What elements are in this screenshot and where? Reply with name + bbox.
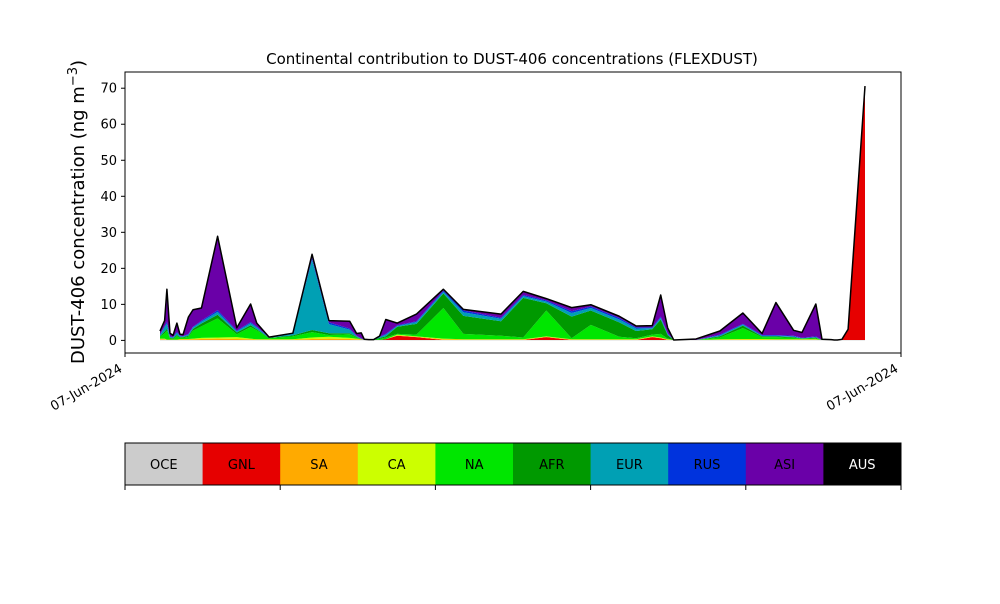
plot-frame	[124, 71, 902, 354]
total-outline	[159, 85, 866, 341]
y-axis-label-main: DUST-406 concentration (ng m	[68, 86, 89, 364]
legend-swatch-rus	[668, 443, 747, 485]
legend-swatch-oce	[125, 443, 204, 485]
legend-frame	[124, 442, 902, 486]
area-asi	[160, 86, 865, 341]
legend-label-oce: OCE	[150, 458, 178, 473]
x-axis-ticks: 07-Jun-2024 07-Jun-2024	[48, 353, 902, 414]
y-tick-label: 10	[100, 298, 117, 313]
legend-label-ca: CA	[388, 458, 406, 473]
chart-title: Continental contribution to DUST-406 con…	[266, 50, 758, 68]
legend-colorbar: OCE GNL SA CA NA AFR EUR RUS ASI AUS	[124, 442, 902, 490]
y-tick-label: 20	[100, 262, 117, 277]
y-axis-label-close: )	[68, 60, 89, 67]
y-axis-label: DUST-406 concentration (ng m−3)	[66, 60, 89, 364]
total-line	[159, 85, 866, 341]
legend-label-sa: SA	[310, 458, 327, 473]
legend-label-rus: RUS	[694, 458, 721, 473]
y-tick-label: 50	[100, 154, 117, 169]
stacked-areas	[160, 86, 865, 341]
y-tick-label: 60	[100, 118, 117, 133]
y-tick-label: 30	[100, 226, 117, 241]
legend-label-eur: EUR	[616, 458, 643, 473]
legend-swatch-afr	[513, 443, 592, 485]
y-tick-label: 70	[100, 82, 117, 97]
x-tick-label: 07-Jun-2024	[48, 361, 125, 414]
legend-label-afr: AFR	[539, 458, 564, 473]
legend-label-asi: ASI	[774, 458, 795, 473]
y-tick-label: 0	[109, 334, 117, 349]
legend-label-aus: AUS	[849, 458, 876, 473]
legend-swatch-sa	[280, 443, 359, 485]
area-oce	[160, 339, 865, 341]
y-tick-label: 40	[100, 190, 117, 205]
legend-swatch-eur	[590, 443, 669, 485]
legend-swatch-gnl	[202, 443, 281, 485]
y-axis-label-superscript: −3	[66, 67, 81, 86]
legend-swatch-aus	[823, 443, 902, 485]
y-axis-ticks: 0 10 20 30 40 50 60 70	[100, 82, 125, 349]
x-tick-label: 07-Jun-2024	[824, 361, 901, 414]
legend-swatch-na	[435, 443, 514, 485]
legend-swatch-ca	[357, 443, 436, 485]
legend-label-na: NA	[465, 458, 484, 473]
legend-swatch-asi	[745, 443, 824, 485]
legend-label-gnl: GNL	[228, 458, 256, 473]
